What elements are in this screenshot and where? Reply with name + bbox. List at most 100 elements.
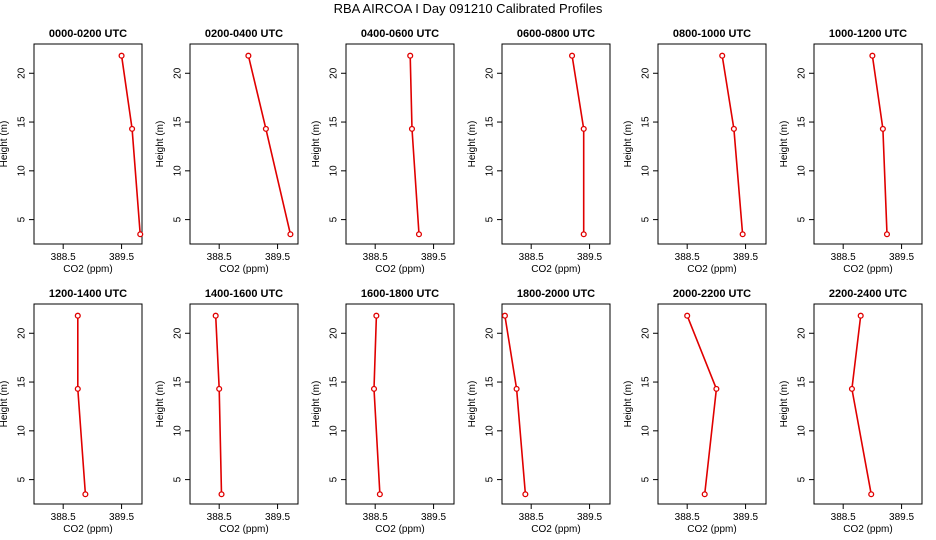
- y-axis-label: Height (m): [311, 121, 322, 168]
- x-tick-label: 389.5: [109, 512, 134, 523]
- x-tick-label: 388.5: [207, 252, 232, 263]
- x-axis-label: CO2 (ppm): [531, 524, 580, 535]
- y-axis-label: Height (m): [0, 121, 10, 168]
- profile-point: [719, 52, 726, 59]
- x-tick-label: 389.5: [577, 512, 602, 523]
- profile-point: [522, 491, 529, 498]
- y-tick-label: 5: [485, 476, 496, 482]
- y-tick-label: 5: [17, 476, 28, 482]
- y-tick-label: 5: [17, 216, 28, 222]
- panel-title: 2200-2400 UTC: [829, 288, 907, 300]
- y-tick-label: 10: [485, 165, 496, 177]
- profile-point: [739, 231, 746, 238]
- profile-point: [883, 231, 891, 238]
- profile-point: [82, 491, 89, 498]
- x-tick-label: 389.5: [733, 252, 758, 263]
- profile-point: [212, 312, 219, 319]
- y-tick-label: 15: [17, 376, 28, 388]
- plot-frame: [501, 43, 611, 245]
- y-tick-label: 10: [797, 165, 808, 177]
- y-tick-label: 15: [173, 376, 184, 388]
- profile-point: [376, 491, 383, 498]
- x-tick-label: 388.5: [363, 512, 388, 523]
- x-tick-label: 388.5: [831, 252, 856, 263]
- profile-line: [686, 315, 718, 495]
- y-axis-label: Height (m): [779, 381, 790, 428]
- panel-title: 1000-1200 UTC: [829, 28, 907, 40]
- x-axis-label: CO2 (ppm): [531, 264, 580, 275]
- profile-point: [684, 312, 691, 319]
- profile-line: [851, 315, 872, 495]
- y-tick-label: 15: [329, 116, 340, 128]
- y-tick-label: 10: [641, 425, 652, 437]
- plot-frame: [189, 43, 299, 245]
- y-tick-label: 10: [329, 165, 340, 177]
- x-tick-label: 389.5: [265, 512, 290, 523]
- y-tick-label: 5: [485, 216, 496, 222]
- y-tick-label: 15: [641, 376, 652, 388]
- x-tick-label: 389.5: [577, 252, 602, 263]
- profile-line: [504, 315, 527, 495]
- profile-point: [216, 385, 223, 392]
- x-tick-label: 388.5: [207, 512, 232, 523]
- panel-title: 0400-0600 UTC: [361, 28, 439, 40]
- x-tick-label: 389.5: [421, 252, 446, 263]
- plot-frame: [657, 303, 767, 505]
- profile-point: [137, 231, 144, 238]
- y-tick-label: 15: [329, 376, 340, 388]
- profile-point: [580, 231, 587, 238]
- x-tick-label: 388.5: [363, 252, 388, 263]
- x-tick-label: 388.5: [831, 512, 856, 523]
- y-tick-label: 15: [17, 116, 28, 128]
- profile-line: [721, 55, 744, 235]
- figure-title: RBA AIRCOA I Day 091210 Calibrated Profi…: [334, 1, 603, 16]
- profile-point: [218, 491, 225, 498]
- y-axis-label: Height (m): [311, 381, 322, 428]
- profile-line: [373, 315, 381, 495]
- y-tick-label: 20: [173, 67, 184, 79]
- panel-title: 1200-1400 UTC: [49, 288, 127, 300]
- profile-point: [879, 125, 886, 132]
- y-tick-label: 20: [641, 327, 652, 339]
- x-tick-label: 389.5: [109, 252, 134, 263]
- profile-point: [408, 125, 416, 132]
- y-axis-label: Height (m): [467, 121, 478, 168]
- x-tick-label: 388.5: [51, 512, 76, 523]
- y-axis-label: Height (m): [155, 381, 166, 428]
- profile-point: [868, 491, 875, 498]
- x-tick-label: 388.5: [675, 512, 700, 523]
- y-tick-label: 5: [641, 476, 652, 482]
- profile-point: [262, 125, 269, 132]
- y-tick-label: 5: [797, 216, 808, 222]
- y-tick-label: 10: [173, 165, 184, 177]
- y-axis-label: Height (m): [155, 121, 166, 168]
- y-tick-label: 20: [17, 67, 28, 79]
- plot-frame: [813, 43, 923, 245]
- profile-point: [129, 125, 136, 132]
- profile-line: [120, 55, 141, 235]
- profile-point: [501, 312, 508, 319]
- y-tick-label: 20: [173, 327, 184, 339]
- y-tick-label: 10: [17, 425, 28, 437]
- y-axis-label: Height (m): [623, 121, 634, 168]
- y-tick-label: 20: [797, 67, 808, 79]
- profile-point: [245, 52, 252, 59]
- y-tick-label: 20: [641, 67, 652, 79]
- profile-line: [571, 55, 585, 235]
- plot-frame: [657, 43, 767, 245]
- panel-title: 1800-2000 UTC: [517, 288, 595, 300]
- profile-point: [415, 231, 423, 238]
- profile-point: [857, 312, 864, 319]
- plot-frame: [501, 303, 611, 505]
- profile-point: [74, 385, 81, 392]
- profile-point: [701, 491, 708, 498]
- profile-point: [730, 125, 737, 132]
- profile-line: [409, 55, 420, 235]
